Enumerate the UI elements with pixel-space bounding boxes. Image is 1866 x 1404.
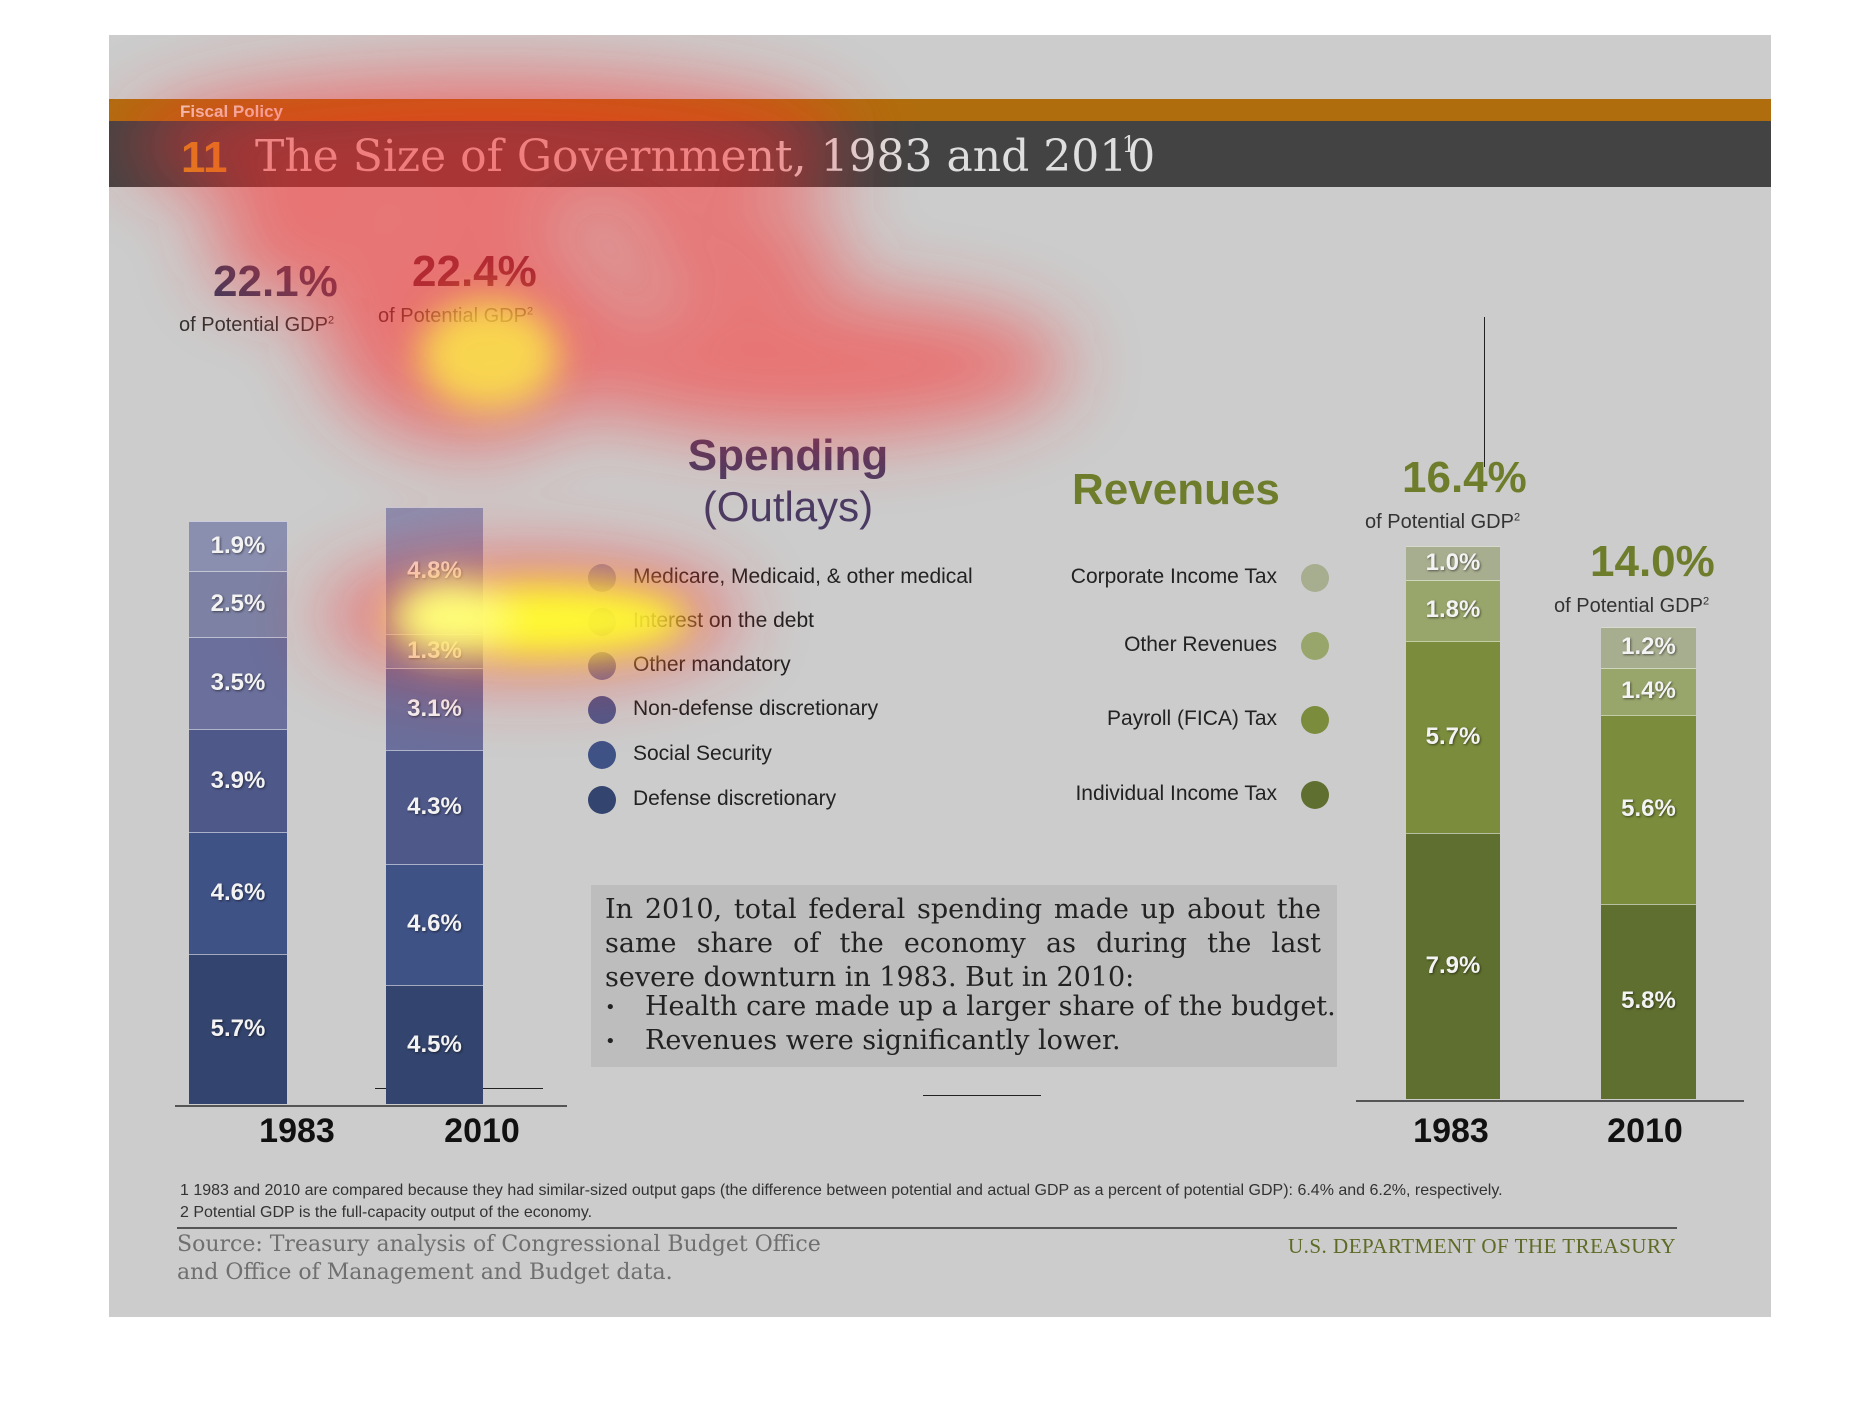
spending-gdp-label-2010: of Potential GDP2	[378, 305, 534, 327]
spending-total-2010: 22.4%	[412, 247, 537, 296]
footnote-2: 2 Potential GDP is the full-capacity out…	[180, 1204, 593, 1221]
footnote-1: 1 1983 and 2010 are compared because the…	[180, 1182, 1503, 1199]
spending-legend-swatch	[588, 741, 616, 769]
revenue-legend-label: Corporate Income Tax	[1070, 565, 1277, 588]
revenue-year-2010: 2010	[1607, 1112, 1683, 1150]
spending-bar-value-label: 3.9%	[210, 766, 266, 794]
spending-year-2010: 2010	[444, 1112, 520, 1150]
revenue-bar-value-label: 5.7%	[1425, 722, 1481, 750]
spending-bar-value-label: 4.6%	[210, 878, 266, 906]
spending-legend-label: Defense discretionary	[633, 787, 837, 810]
revenue-bar-value-label: 1.4%	[1621, 677, 1676, 705]
spending-bar-value-label: 4.8%	[407, 556, 462, 584]
revenue-bar-value-label: 1.2%	[1621, 633, 1676, 661]
title-footnote-mark: 1	[1122, 133, 1136, 158]
spending-bar-value-label: 5.7%	[210, 1014, 266, 1042]
revenue-bar-value-label: 5.8%	[1621, 987, 1676, 1015]
revenue-bar-segment-2010	[1601, 903, 1696, 1099]
spending-bar-value-label: 4.3%	[407, 793, 462, 820]
revenue-bar-segment-2010	[1601, 714, 1696, 904]
spending-legend-label: Social Security	[633, 742, 772, 765]
spending-bar-segment-2010	[386, 863, 483, 986]
revenue-legend-label: Payroll (FICA) Tax	[1107, 707, 1277, 730]
spending-legend-label: Non-defense discretionary	[633, 697, 879, 720]
agency-name: U.S. DEPARTMENT OF THE TREASURY	[1287, 1234, 1676, 1258]
spending-legend-swatch	[588, 652, 616, 680]
revenue-total-2010: 14.0%	[1590, 537, 1715, 586]
spending-bar-segment-2010	[386, 750, 483, 864]
revenue-legend-swatch	[1301, 706, 1329, 734]
source-line-1: Source: Treasury analysis of Congression…	[177, 1232, 821, 1257]
spending-bar-value-label: 3.1%	[407, 695, 462, 723]
revenue-legend-swatch	[1301, 781, 1329, 809]
category-bar	[109, 99, 1771, 121]
spending-bar-segment-1983	[189, 832, 287, 954]
spending-bar-value-label: 2.5%	[210, 589, 266, 617]
spending-legend-swatch	[588, 564, 616, 592]
spending-bar-value-label: 3.5%	[210, 668, 266, 696]
spending-legend-swatch	[588, 696, 616, 724]
revenue-heading: Revenues	[1072, 465, 1280, 514]
spending-legend-swatch	[588, 608, 616, 636]
revenue-bar-segment-1983	[1406, 580, 1500, 641]
spending-bar-segment-1983	[189, 953, 287, 1104]
center-rule	[923, 1095, 1041, 1096]
revenue-legend-label: Individual Income Tax	[1075, 782, 1277, 805]
revenue-bar-segment-2010	[1601, 627, 1696, 668]
spending-bar-segment-1983	[189, 636, 287, 730]
spending-baseline	[175, 1105, 567, 1107]
spending-total-1983: 22.1%	[213, 257, 338, 306]
source-line-2: and Office of Management and Budget data…	[177, 1260, 673, 1285]
revenue-legend-label: Other Revenues	[1124, 633, 1277, 656]
summary-note-box: In 2010, total federal spending made up …	[591, 885, 1337, 1067]
spending-bar-segment-2010	[386, 985, 483, 1104]
spending-heading: Spending	[687, 431, 889, 480]
revenue-leader-line	[1484, 317, 1485, 467]
attention-heatmap-overlay	[129, 75, 1069, 675]
revenue-bar-value-label: 7.9%	[1425, 951, 1481, 979]
spending-bar-value-label: 1.3%	[407, 637, 462, 665]
revenue-bar-segment-1983	[1406, 832, 1500, 1099]
infographic-slide: Fiscal Policy 11 The Size of Government,…	[109, 35, 1771, 1317]
revenue-bar-value-label: 1.0%	[1425, 549, 1481, 577]
spending-bar-value-label: 4.5%	[407, 1030, 462, 1058]
summary-intro: In 2010, total federal spending made up …	[605, 894, 1321, 993]
spending-legend-label: Interest on the debt	[633, 609, 814, 632]
spending-subheading: (Outlays)	[702, 483, 874, 530]
revenue-bar-segment-1983	[1406, 546, 1500, 580]
spending-bar-segment-1983	[189, 520, 287, 571]
spending-legend-label: Other mandatory	[633, 653, 791, 676]
summary-bullet: • Health care made up a larger share of t…	[605, 991, 1336, 1022]
spending-legend-swatch	[588, 786, 616, 814]
page-title: The Size of Government, 1983 and 2010	[255, 131, 1156, 182]
category-label: Fiscal Policy	[180, 102, 283, 121]
revenue-gdp-label-1983: of Potential GDP2	[1365, 511, 1521, 533]
spending-year-1983: 1983	[259, 1112, 335, 1150]
revenue-bar-value-label: 5.6%	[1621, 795, 1676, 823]
spending-bar-segment-1983	[189, 570, 287, 637]
revenue-total-1983: 16.4%	[1402, 453, 1527, 502]
revenue-bar-value-label: 1.8%	[1425, 596, 1481, 624]
spending-bar-segment-1983	[189, 729, 287, 833]
revenue-bar-segment-1983	[1406, 640, 1500, 833]
revenue-year-1983: 1983	[1413, 1112, 1489, 1150]
revenue-legend-swatch	[1301, 564, 1329, 592]
spending-bar-value-label: 1.9%	[210, 531, 266, 559]
figure-number: 11	[181, 133, 228, 182]
revenue-gdp-label-2010: of Potential GDP2	[1554, 595, 1710, 617]
revenue-baseline	[1356, 1100, 1744, 1102]
summary-bullet: • Revenues were significantly lower.	[605, 1025, 1121, 1056]
source-note: Source: Treasury analysis of Congression…	[177, 1231, 821, 1287]
spending-bar-value-label: 4.6%	[407, 910, 462, 938]
revenue-bar-segment-2010	[1601, 667, 1696, 715]
spending-legend-label: Medicare, Medicaid, & other medical	[633, 565, 973, 588]
footer-divider	[177, 1227, 1677, 1229]
spending-gdp-label-1983: of Potential GDP2	[179, 314, 335, 336]
revenue-legend-swatch	[1301, 632, 1329, 660]
